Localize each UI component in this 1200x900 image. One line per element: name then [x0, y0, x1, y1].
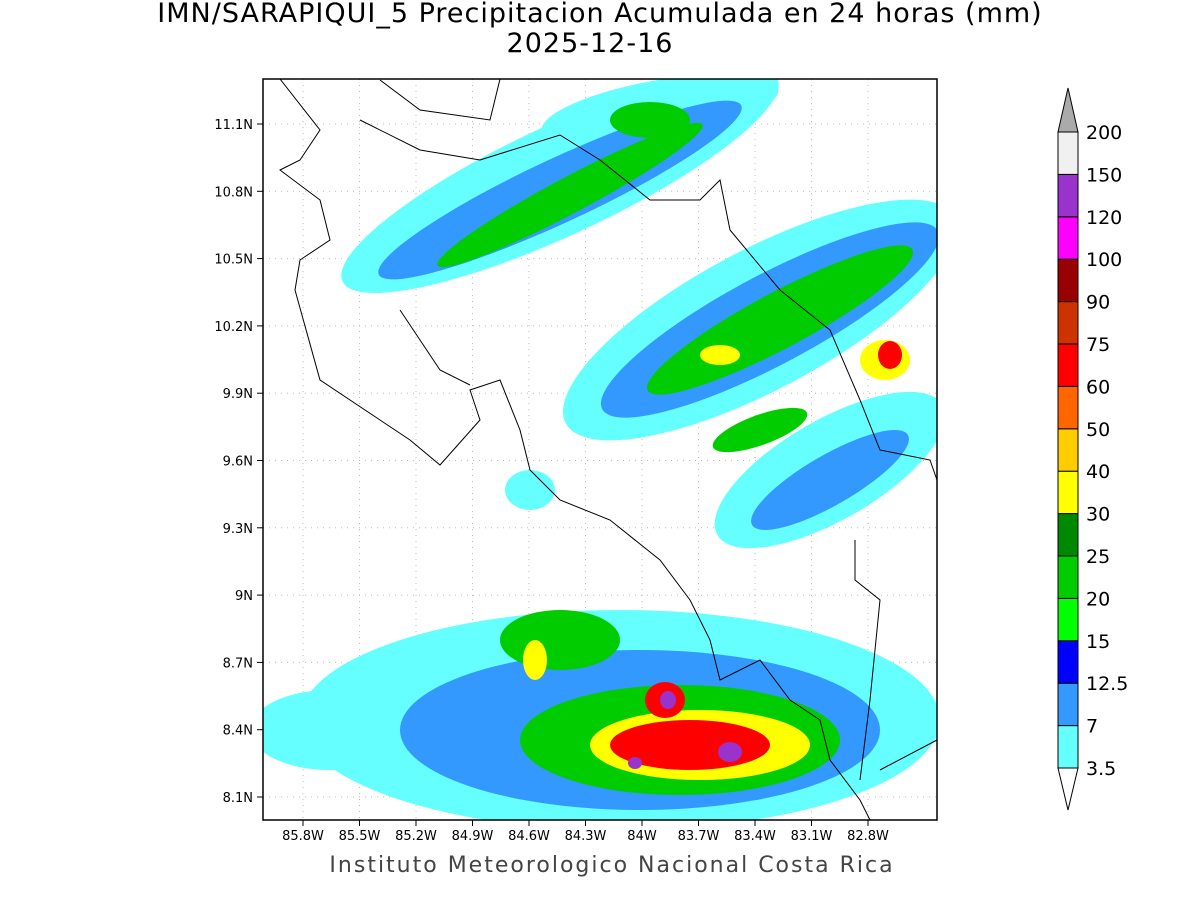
lon-tick-label: 85.8W: [282, 829, 324, 844]
colorbar-box: [1057, 470, 1079, 515]
colorbar-label: 75: [1086, 334, 1110, 356]
colorbar-label: 30: [1086, 504, 1110, 526]
colorbar-label: 20: [1086, 588, 1110, 610]
colorbar-box: [1057, 555, 1079, 599]
lon-tick-label: 84.9W: [452, 829, 494, 844]
colorbar-box: [1057, 513, 1079, 557]
colorbar-label: 3.5: [1086, 758, 1116, 780]
colorbar-label: 200: [1086, 122, 1122, 144]
lat-tick-label: 9.6N: [223, 455, 253, 470]
colorbar-box: [1057, 216, 1079, 260]
lat-tick-label: 9.9N: [223, 387, 253, 402]
colorbar-box: [1057, 173, 1079, 218]
lon-tick-label: 85.2W: [395, 829, 437, 844]
colorbar-label: 40: [1086, 461, 1110, 483]
subtitle: 2025-12-16: [507, 28, 674, 59]
colorbar-label: 12.5: [1086, 673, 1128, 695]
colorbar-label: 15: [1086, 631, 1110, 653]
precip-field: [263, 79, 937, 820]
colorbar-label: 50: [1086, 419, 1110, 441]
colorbar-box: [1057, 301, 1079, 345]
lon-tick-label: 84W: [627, 829, 657, 844]
colorbar-box: [1057, 131, 1079, 175]
map-frame: [262, 78, 938, 821]
colorbar-box: [1057, 725, 1079, 769]
colorbar-box: [1057, 428, 1079, 472]
colorbar-box: [1057, 597, 1079, 642]
lon-tick-label: 83.1W: [791, 829, 833, 844]
lat-tick-label: 8.4N: [223, 724, 253, 739]
colorbar-box: [1057, 640, 1079, 684]
colorbar-label: 7: [1086, 716, 1098, 738]
colorbar-box: [1057, 682, 1079, 727]
lat-tick-label: 9.3N: [223, 522, 253, 537]
colorbar-label: 25: [1086, 546, 1110, 568]
colorbar-over: [1057, 87, 1079, 133]
lat-tick-label: 10.8N: [214, 185, 253, 200]
lon-tick-label: 85.5W: [339, 829, 381, 844]
colorbar-label: 150: [1086, 164, 1122, 186]
lat-tick-label: 8.7N: [223, 656, 253, 671]
colorbar-under: [1057, 767, 1079, 811]
footer: Instituto Meteorologico Nacional Costa R…: [329, 853, 894, 878]
colorbar-label: 90: [1086, 292, 1110, 314]
colorbar-label: 120: [1086, 207, 1122, 229]
colorbar-label: 60: [1086, 376, 1110, 398]
lat-tick-label: 8.1N: [223, 791, 253, 806]
lon-tick-label: 83.7W: [678, 829, 720, 844]
lat-tick-label: 10.2N: [214, 320, 253, 335]
lon-tick-label: 84.6W: [508, 829, 550, 844]
lat-tick-label: 11.1N: [214, 118, 253, 133]
lat-tick-label: 10.5N: [214, 253, 253, 268]
colorbar-box: [1057, 385, 1079, 430]
colorbar-label: 100: [1086, 249, 1122, 271]
lon-tick-label: 84.3W: [565, 829, 607, 844]
lat-tick-label: 9N: [235, 589, 253, 604]
lon-tick-label: 82.8W: [847, 829, 889, 844]
title: IMN/SARAPIQUI_5 Precipitacion Acumulada …: [157, 0, 1042, 29]
colorbar-box: [1057, 258, 1079, 303]
lon-tick-label: 83.4W: [734, 829, 776, 844]
colorbar-box: [1057, 343, 1079, 387]
